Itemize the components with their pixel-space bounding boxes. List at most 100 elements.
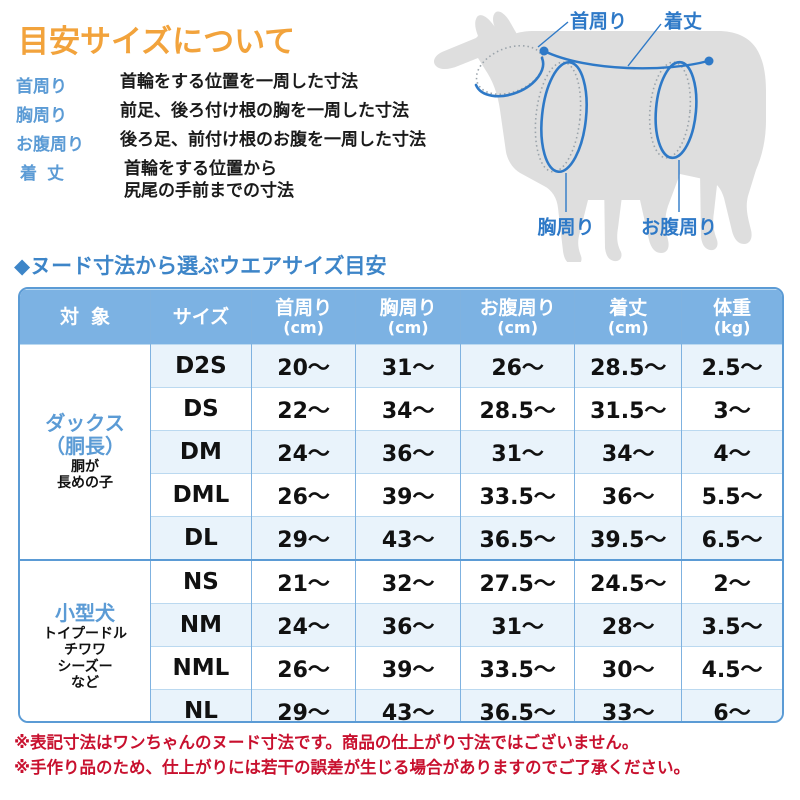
- cell-belly: 33.5〜: [459, 473, 575, 517]
- definition-term-chest: 胸周り: [16, 106, 67, 126]
- cell-belly: 33.5〜: [459, 646, 575, 690]
- cell-weight: 6〜: [681, 689, 782, 721]
- category-sub-label: トイプードル チワワ シーズー など: [43, 626, 128, 691]
- cell-length: 36〜: [574, 473, 682, 517]
- cell-belly: 36.5〜: [459, 689, 575, 721]
- dog-silhouette-icon: [434, 11, 766, 262]
- cell-neck: 29〜: [250, 689, 356, 721]
- cell-chest: 43〜: [355, 689, 461, 721]
- cell-chest: 43〜: [355, 516, 461, 560]
- cell-chest: 31〜: [355, 344, 461, 388]
- cell-neck: 24〜: [250, 430, 356, 474]
- cell-neck: 26〜: [250, 473, 356, 517]
- cell-size: NML: [150, 646, 252, 690]
- cell-weight: 4.5〜: [681, 646, 782, 690]
- cell-length: 28〜: [574, 603, 682, 647]
- cell-weight: 3〜: [681, 387, 782, 431]
- measurement-definitions: 首周り 首輪をする位置を一周した寸法 胸周り 前足、後ろ付け根の胸を一周した寸法…: [16, 72, 496, 207]
- cell-neck: 20〜: [250, 344, 356, 388]
- cell-size: DL: [150, 516, 252, 560]
- definition-desc-neck: 首輪をする位置を一周した寸法: [120, 72, 358, 92]
- cell-chest: 36〜: [355, 603, 461, 647]
- length-start-dot: [539, 46, 549, 56]
- diagram-label-neck: 首周り: [570, 10, 627, 33]
- dog-measurement-diagram: 首周り 着丈 胸周り お腹周り: [418, 0, 800, 262]
- note-line-1: ※表記寸法はワンちゃんのヌード寸法です。商品の仕上がり寸法ではございません。: [14, 733, 639, 752]
- cell-chest: 39〜: [355, 646, 461, 690]
- cell-size: NM: [150, 603, 252, 647]
- diagram-label-belly: お腹周り: [641, 216, 717, 239]
- cell-length: 34〜: [574, 430, 682, 474]
- definition-term-length: 着丈: [20, 164, 74, 184]
- cell-neck: 29〜: [250, 516, 356, 560]
- cell-weight: 5.5〜: [681, 473, 782, 517]
- column-header-target: 対象: [20, 289, 151, 345]
- cell-size: DS: [150, 387, 252, 431]
- category-sub-label: 胴が 長めの子: [57, 459, 114, 492]
- neck-measure-line: [474, 56, 545, 98]
- neck-leader-line: [537, 21, 569, 48]
- cell-weight: 4〜: [681, 430, 782, 474]
- cell-length: 39.5〜: [574, 516, 682, 560]
- cell-neck: 21〜: [250, 559, 356, 604]
- size-table-body: ダックス （胴長） 胴が 長めの子 D2S 20〜 31〜 26〜 28.5〜 2.5〜 DS 2…: [20, 344, 782, 721]
- page-title: 目安サイズについて: [18, 24, 296, 60]
- cell-size: D2S: [150, 344, 252, 388]
- column-header-length: 着丈 (cm): [574, 289, 682, 345]
- column-header-weight: 体重 (kg): [681, 289, 782, 345]
- table-row: NML 26〜 39〜 33.5〜 30〜 4.5〜: [20, 646, 782, 690]
- cell-neck: 24〜: [250, 603, 356, 647]
- table-row: DML 26〜 39〜 33.5〜 36〜 5.5〜: [20, 473, 782, 517]
- cell-length: 28.5〜: [574, 344, 682, 388]
- cell-belly: 31〜: [459, 430, 575, 474]
- section-heading: ◆ヌード寸法から選ぶウエアサイズ目安: [14, 254, 387, 278]
- column-header-neck: 首周り (cm): [250, 289, 356, 345]
- cell-belly: 31〜: [459, 603, 575, 647]
- definition-desc-chest: 前足、後ろ付け根の胸を一周した寸法: [120, 101, 409, 121]
- footer-notes: ※表記寸法はワンちゃんのヌード寸法です。商品の仕上がり寸法ではございません。 ※…: [14, 730, 794, 780]
- cell-weight: 6.5〜: [681, 516, 782, 560]
- definition-term-neck: 首周り: [16, 77, 67, 97]
- table-row: 小型犬 トイプードル チワワ シーズー など NS 21〜 32〜 27.5〜 24.5〜 2…: [20, 559, 782, 721]
- cell-length: 24.5〜: [574, 559, 682, 604]
- category-cell: 小型犬 トイプードル チワワ シーズー など: [20, 559, 152, 721]
- cell-length: 31.5〜: [574, 387, 682, 431]
- definition-row: お腹周り 後ろ足、前付け根のお腹を一周した寸法: [16, 130, 496, 155]
- diagram-label-chest: 胸周り: [537, 216, 594, 239]
- cell-chest: 39〜: [355, 473, 461, 517]
- table-row: DM 24〜 36〜 31〜 34〜 4〜: [20, 430, 782, 474]
- cell-neck: 26〜: [250, 646, 356, 690]
- length-leader-line: [627, 23, 662, 67]
- chest-measure-line: [540, 60, 588, 174]
- definition-desc-belly: 後ろ足、前付け根のお腹を一周した寸法: [120, 130, 426, 150]
- belly-measure-line: [654, 60, 698, 160]
- cell-length: 30〜: [574, 646, 682, 690]
- cell-chest: 36〜: [355, 430, 461, 474]
- table-header-row: 対象 サイズ 首周り (cm) 胸周り (cm) お腹周り: [20, 289, 782, 345]
- cell-neck: 22〜: [250, 387, 356, 431]
- cell-size: DML: [150, 473, 252, 517]
- cell-weight: 2〜: [681, 559, 782, 604]
- category-main-label: ダックス （胴長）: [45, 411, 126, 458]
- table-row: NL 29〜 43〜 36.5〜 33〜 6〜: [20, 689, 782, 721]
- cell-size: NL: [150, 689, 252, 721]
- table-row: DL 29〜 43〜 36.5〜 39.5〜 6.5〜: [20, 516, 782, 560]
- length-end-dot: [704, 56, 714, 66]
- table-row: NM 24〜 36〜 31〜 28〜 3.5〜: [20, 603, 782, 647]
- diagram-label-length: 着丈: [664, 10, 702, 33]
- category-main-label: 小型犬: [55, 600, 116, 625]
- cell-length: 33〜: [574, 689, 682, 721]
- cell-belly: 36.5〜: [459, 516, 575, 560]
- cell-belly: 28.5〜: [459, 387, 575, 431]
- definition-row: 首周り 首輪をする位置を一周した寸法: [16, 72, 496, 97]
- size-table-container: 対象 サイズ 首周り (cm) 胸周り (cm) お腹周り: [18, 287, 784, 723]
- table-row: ダックス （胴長） 胴が 長めの子 D2S 20〜 31〜 26〜 28.5〜 2.5〜: [20, 344, 782, 560]
- definition-row: 着丈 首輪をする位置から 尻尾の手前までの寸法: [16, 159, 496, 203]
- column-header-belly: お腹周り (cm): [459, 289, 575, 345]
- size-table-head: 対象 サイズ 首周り (cm) 胸周り (cm) お腹周り: [20, 289, 782, 345]
- cell-chest: 34〜: [355, 387, 461, 431]
- cell-weight: 2.5〜: [681, 344, 782, 388]
- definition-desc-length: 首輪をする位置から 尻尾の手前までの寸法: [124, 159, 294, 201]
- length-measure-line: [542, 49, 710, 70]
